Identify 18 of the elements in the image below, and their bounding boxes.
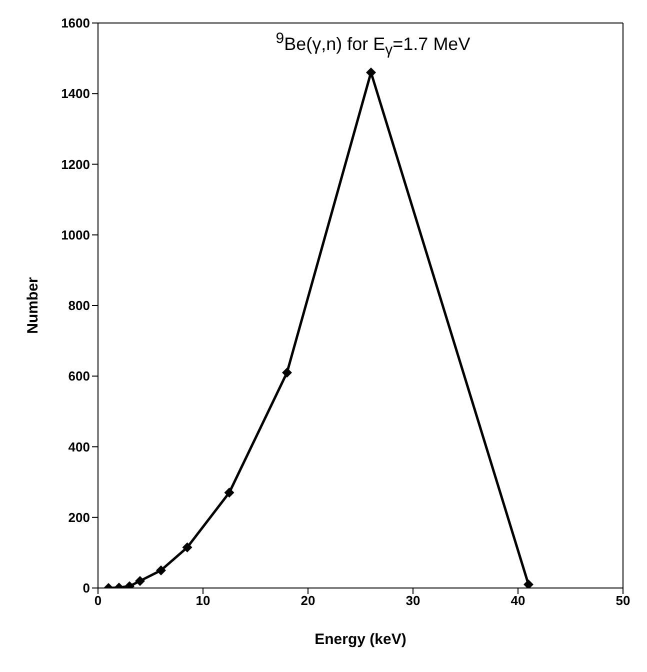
text: $^{9}$Be(γ,n) for E$_{γ}$=1.7 MeV	[274, 30, 472, 59]
y-tick-label: 600	[68, 368, 90, 384]
y-tick-label: 1600	[61, 16, 90, 31]
x-tick-label: 20	[300, 593, 316, 608]
y-tick-label: 400	[68, 439, 90, 454]
y-tick-label: 1200	[61, 156, 90, 172]
y-axis-title: Number	[24, 277, 42, 334]
y-tick-label: 1400	[61, 86, 90, 102]
y-tick-label: 800	[68, 298, 90, 314]
x-tick-label: 40	[510, 593, 526, 608]
y-tick-label: 1000	[61, 227, 90, 242]
y-tick-label: 200	[68, 510, 90, 525]
x-axis-title: Energy (keV)	[314, 631, 406, 648]
x-tick-label: 0	[94, 593, 102, 608]
x-tick-label: 10	[196, 593, 210, 608]
y-tick-label: 0	[82, 580, 90, 596]
x-tick-label: 30	[406, 593, 420, 608]
x-tick-label: 50	[616, 593, 630, 608]
